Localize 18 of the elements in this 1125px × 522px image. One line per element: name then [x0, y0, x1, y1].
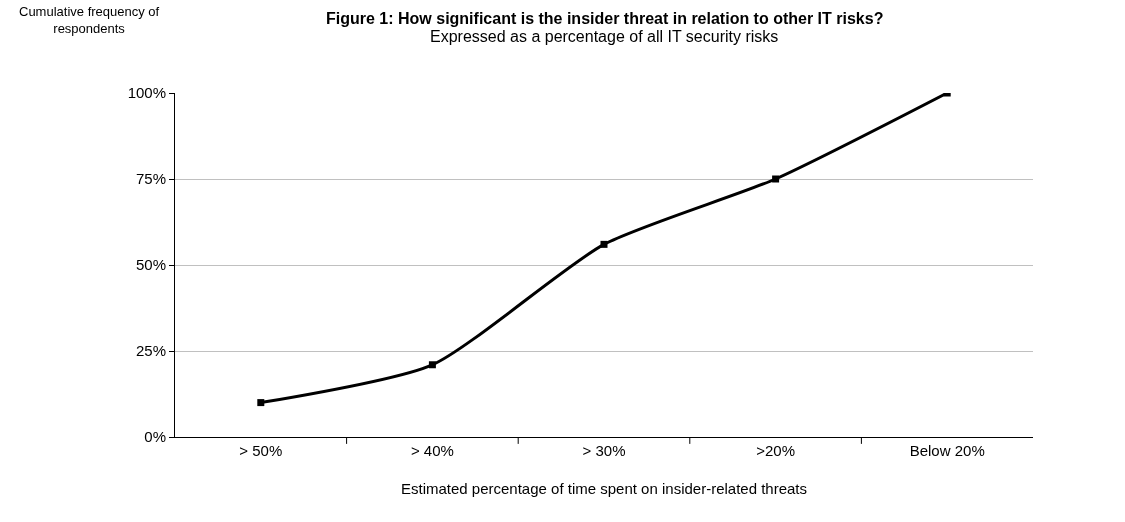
point — [257, 399, 265, 407]
point — [428, 361, 436, 369]
y-tick-label: 75% — [135, 170, 166, 188]
x-tick-label: > 50% — [239, 442, 283, 459]
x-tick-label: >20% — [756, 442, 795, 459]
point — [600, 240, 608, 248]
x-axis-title: Estimated percentage of time spent on insider-related threats — [400, 480, 808, 497]
chart-title: Figure 1: How significant is the insider threat in relation to other IT risks? — [326, 10, 884, 27]
y-tick-label: 50% — [135, 256, 166, 274]
x-tick-label: > 40% — [410, 442, 454, 459]
y-axis-title: Cumulative frequency of respondents — [19, 4, 160, 36]
point — [772, 175, 780, 183]
x-tick-label: > 30% — [582, 442, 626, 459]
y-tick-label: 0% — [144, 428, 166, 446]
y-tick-label: 100% — [127, 84, 166, 102]
chart-subtitle: Expressed as a percentage of all IT security risks — [430, 28, 779, 45]
y-tick-label: 25% — [135, 342, 166, 360]
x-tick-label: Below 20% — [909, 442, 985, 459]
